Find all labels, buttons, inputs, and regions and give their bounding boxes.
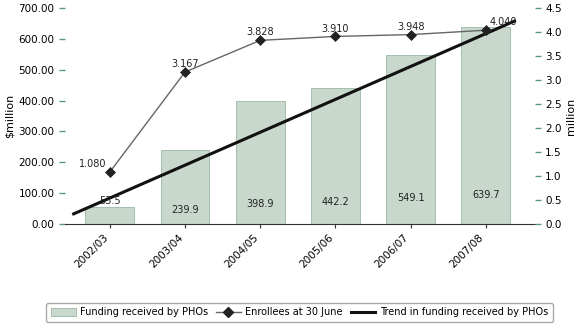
Text: 3.828: 3.828 — [246, 28, 274, 38]
Text: 1.080: 1.080 — [79, 159, 106, 169]
Text: 3.910: 3.910 — [322, 24, 349, 34]
Bar — [461, 27, 510, 224]
Text: 239.9: 239.9 — [171, 205, 199, 215]
Text: 442.2: 442.2 — [321, 197, 349, 207]
Bar — [386, 55, 435, 224]
Bar — [311, 88, 360, 224]
Text: 3.167: 3.167 — [171, 59, 199, 69]
Text: 398.9: 398.9 — [246, 199, 274, 209]
Legend: Funding received by PHOs, Enrollees at 30 June, Trend in funding received by PHO: Funding received by PHOs, Enrollees at 3… — [46, 303, 553, 322]
Y-axis label: $million: $million — [4, 94, 14, 138]
Text: 53.5: 53.5 — [99, 196, 121, 206]
Bar — [161, 150, 209, 224]
Text: 639.7: 639.7 — [472, 190, 499, 200]
Bar — [236, 101, 285, 224]
Y-axis label: million: million — [566, 97, 576, 135]
Text: 549.1: 549.1 — [397, 193, 425, 203]
Text: 3.948: 3.948 — [397, 22, 425, 32]
Bar — [85, 207, 135, 224]
Text: 4.040: 4.040 — [490, 17, 517, 27]
